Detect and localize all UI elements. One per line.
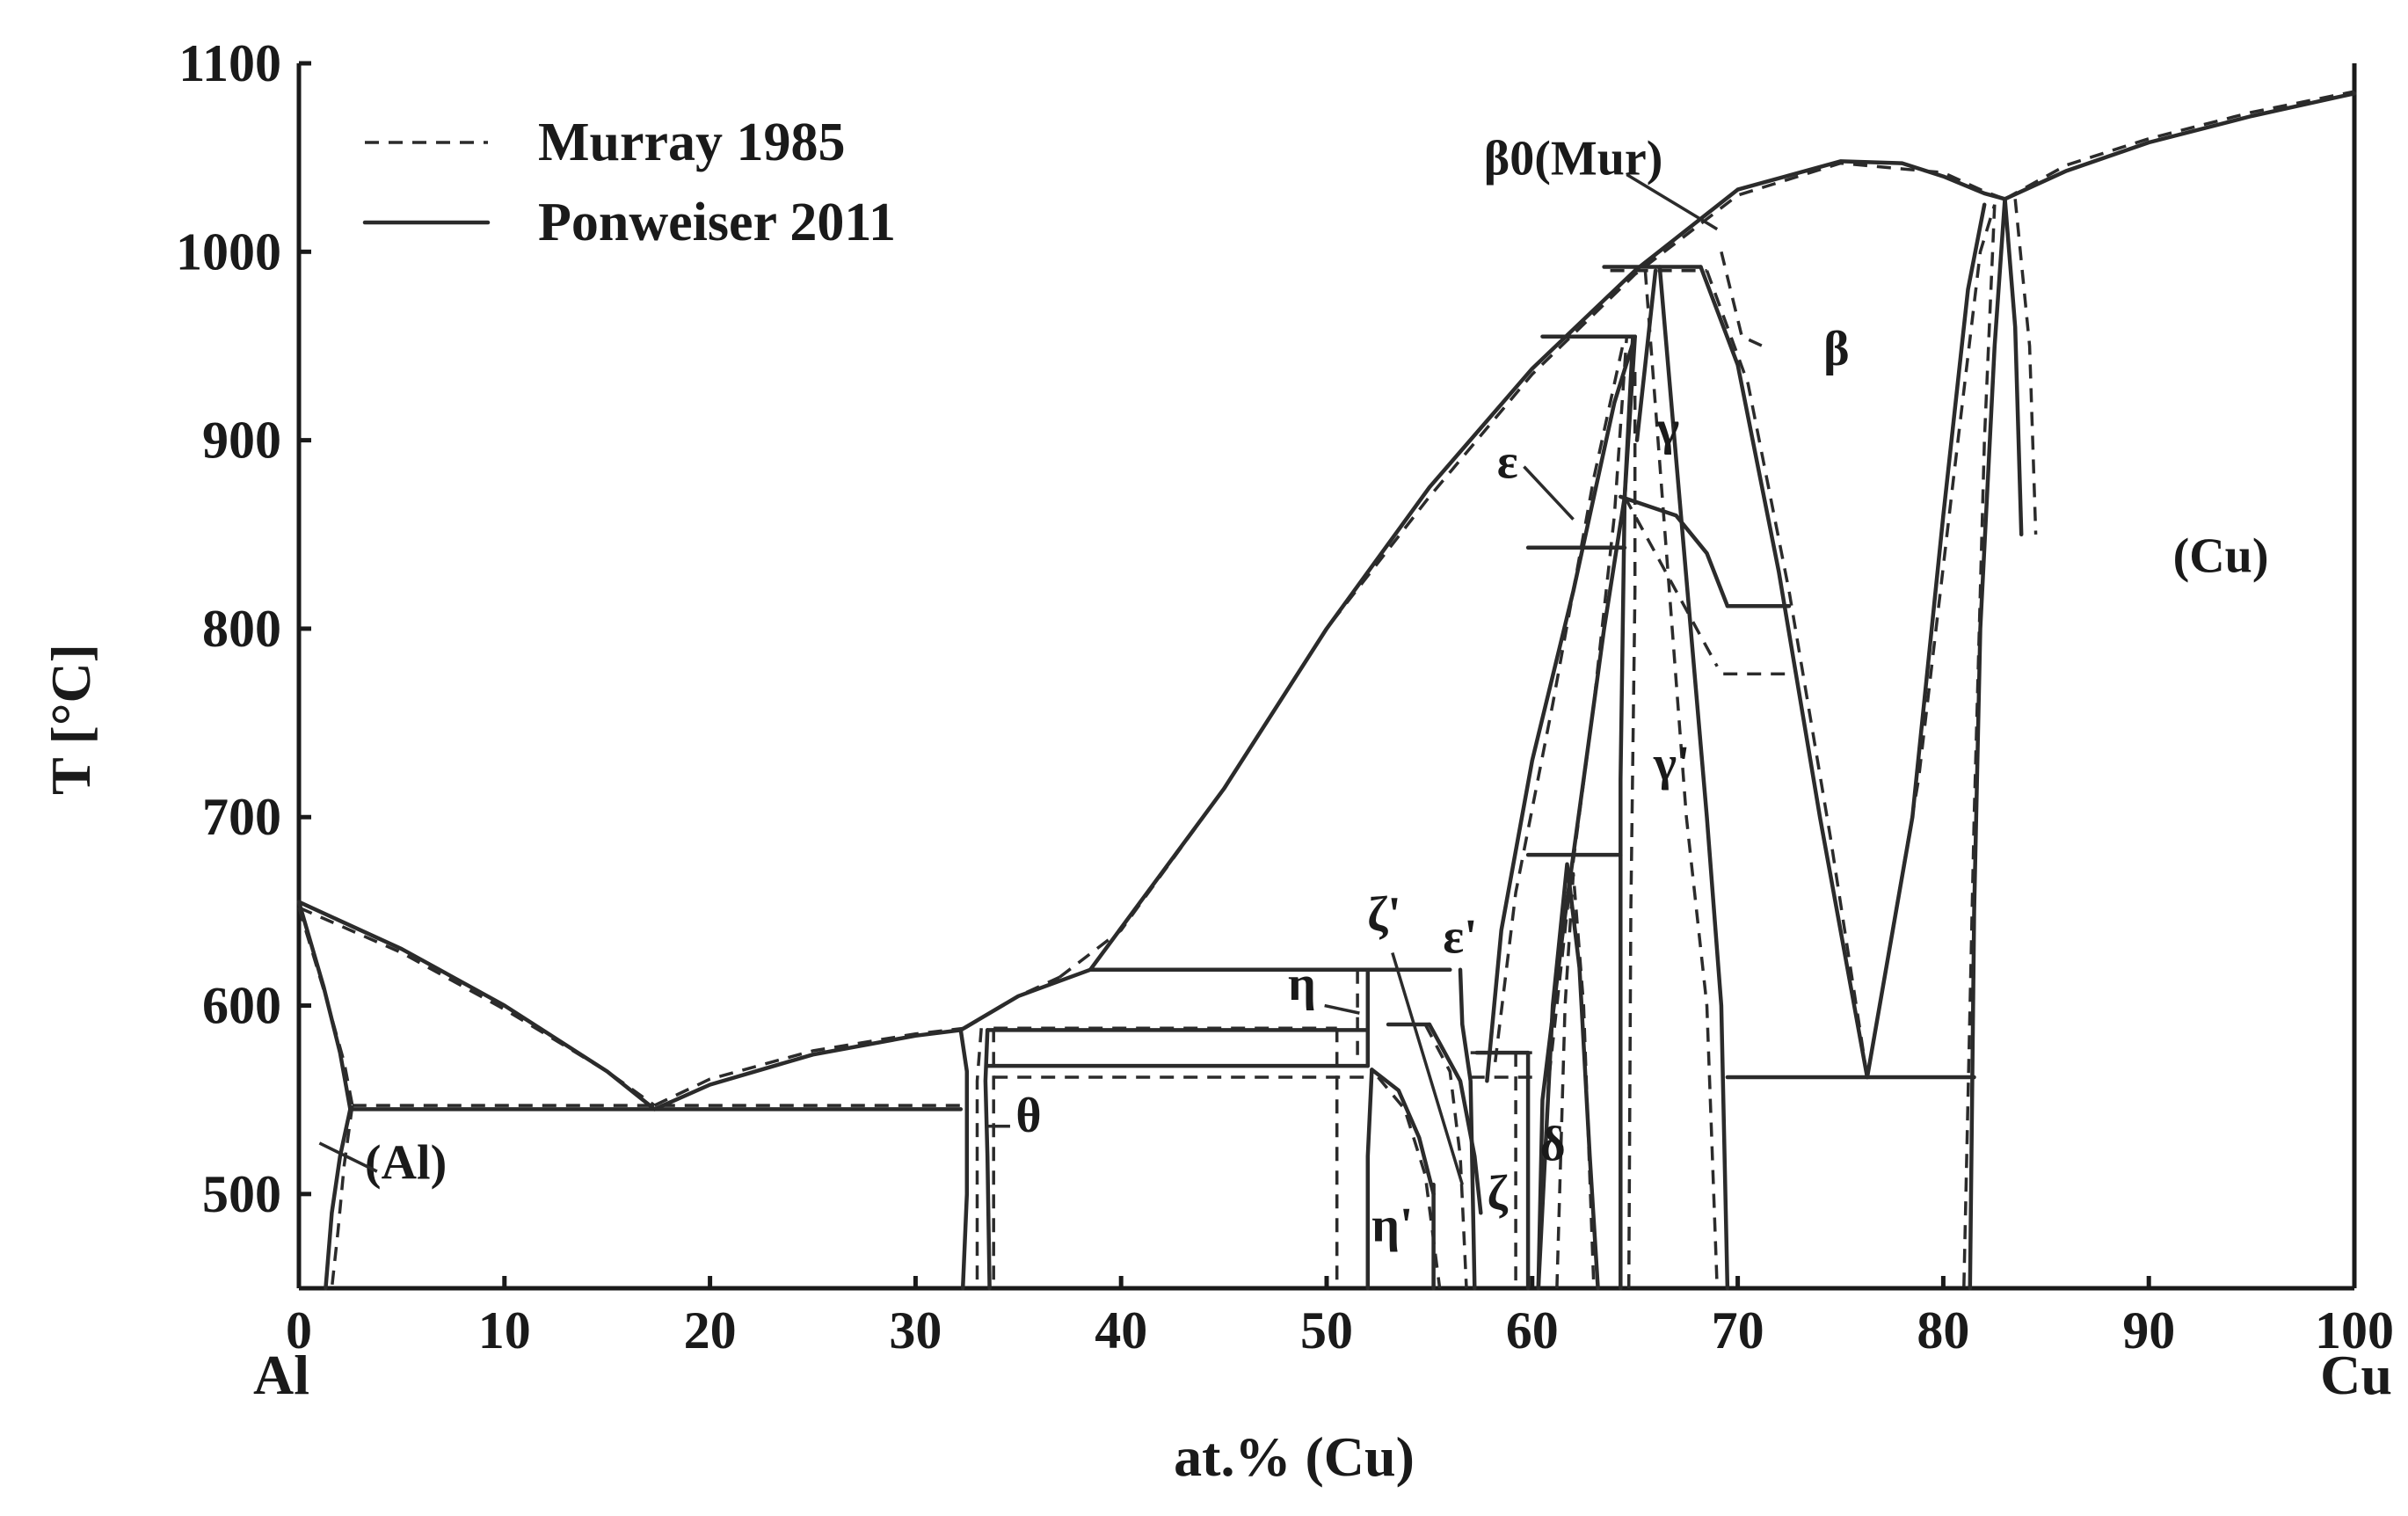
y-tick-label: 700	[202, 788, 281, 846]
y-tick-label: 500	[202, 1165, 281, 1223]
phase-boundary	[1643, 270, 1719, 1289]
legend-label-murray: Murray 1985	[538, 113, 846, 172]
phase-label: θ	[1015, 1089, 1041, 1143]
phase-boundary	[1377, 1075, 1442, 1289]
phase-boundary	[2013, 199, 2038, 535]
phase-boundary	[1623, 496, 1719, 667]
phase-label: β	[1823, 322, 1850, 376]
phase-boundary	[1423, 1024, 1468, 1289]
phase-boundary	[652, 1028, 964, 1111]
x-tick-label: 20	[684, 1301, 737, 1359]
phase-label: ε'	[1443, 910, 1477, 965]
x-tick-label: 100	[2315, 1301, 2394, 1359]
label-leader-line	[1523, 465, 1575, 521]
phase-boundary	[958, 1028, 970, 1291]
x-tick-label: 60	[1506, 1301, 1559, 1359]
x-tick-label: 50	[1300, 1301, 1353, 1359]
phase-label: (Al)	[365, 1136, 447, 1191]
x-right-label-cu: Cu	[2320, 1344, 2392, 1406]
phase-boundary	[1427, 1022, 1483, 1215]
phase-boundary	[1458, 967, 1477, 1291]
phase-boundary	[1626, 364, 1637, 1289]
phase-boundary	[1555, 871, 1596, 1289]
y-tick-label: 1000	[176, 222, 281, 281]
phase-boundary	[1485, 334, 1637, 1083]
y-axis-title: T [°C]	[40, 644, 102, 795]
y-tick-label: 800	[202, 600, 281, 658]
y-tick-label: 1100	[178, 34, 281, 92]
phase-boundary	[296, 900, 657, 1111]
phase-label: ζ	[1487, 1166, 1508, 1221]
series-solid	[296, 91, 2357, 1291]
phase-label: γ'	[1653, 736, 1691, 791]
phase-boundary	[1865, 202, 1987, 1080]
x-tick-label: 80	[1917, 1301, 1969, 1359]
x-tick-label: 10	[478, 1301, 531, 1359]
label-leader-line	[318, 1141, 378, 1173]
phase-boundaries	[296, 90, 2357, 1291]
phase-boundary	[1634, 268, 1658, 442]
x-tick-label: 30	[889, 1301, 942, 1359]
phase-boundary	[1657, 265, 1730, 1291]
phase-label: η'	[1371, 1198, 1413, 1252]
phase-boundary	[1866, 204, 1997, 1078]
phase-boundary	[1059, 161, 2006, 979]
phase-boundary	[1968, 197, 2007, 1291]
phase-boundary	[1619, 494, 1730, 609]
series-dashed	[297, 90, 2355, 1289]
x-axis-title: at.% (Cu)	[1174, 1425, 1415, 1488]
phase-boundary	[653, 1026, 965, 1107]
legend-label-ponweiser: Ponweiser 2011	[538, 193, 896, 252]
phase-boundary	[1493, 336, 1626, 1063]
x-left-label-al: Al	[253, 1344, 309, 1406]
phase-boundary	[2004, 90, 2355, 200]
phase-boundary	[297, 907, 354, 1106]
phase-boundary	[298, 906, 656, 1107]
y-tick-label: 600	[202, 977, 281, 1035]
phase-label: ζ'	[1367, 887, 1401, 942]
phase-boundary	[1365, 1068, 1374, 1291]
label-leader-line	[1626, 172, 1719, 231]
phase-boundary	[330, 1104, 354, 1289]
phase-boundary	[1536, 862, 1600, 1291]
x-tick-label: 0	[286, 1301, 312, 1359]
label-leader-line	[1324, 1003, 1360, 1015]
phase-boundary	[296, 900, 353, 1111]
phase-boundary	[1537, 336, 1629, 1289]
phase-label: δ	[1540, 1117, 1566, 1171]
phase-boundary	[1699, 265, 1870, 1080]
label-leader-line	[1391, 952, 1464, 1185]
phase-boundary	[1088, 159, 2007, 973]
x-tick-label: 40	[1095, 1301, 1147, 1359]
phase-boundary	[1370, 1068, 1436, 1197]
phase-label: ε	[1497, 434, 1518, 489]
phase-labels: (Al) θ η ζ' ε' η' ζδ γ' ε γ β β0(Mur) (Cu)	[318, 131, 2269, 1252]
phase-boundary	[1720, 251, 1764, 348]
y-tick-label: 900	[202, 412, 281, 470]
phase-label: γ	[1655, 401, 1679, 456]
x-tick-label: 70	[1712, 1301, 1764, 1359]
phase-boundary	[1619, 334, 1635, 1291]
phase-boundary	[975, 1028, 983, 1288]
phase-label: (Cu)	[2173, 529, 2269, 584]
phase-boundary	[958, 967, 1093, 1032]
phase-boundary	[1705, 270, 1869, 1078]
phase-label: β0(Mur)	[1484, 131, 1663, 186]
legend: Murray 1985 Ponweiser 2011	[362, 113, 896, 252]
phase-boundary	[324, 1107, 353, 1291]
phase-boundary	[2003, 91, 2357, 201]
phase-boundary	[983, 1028, 992, 1291]
axes: 0 10 20 30 40 50 60 70 80 90 100 500 600 700 800 900 100…	[176, 34, 2394, 1359]
phase-label: η	[1288, 957, 1316, 1011]
phase-boundary	[2003, 197, 2024, 537]
x-tick-label: 90	[2122, 1301, 2175, 1359]
